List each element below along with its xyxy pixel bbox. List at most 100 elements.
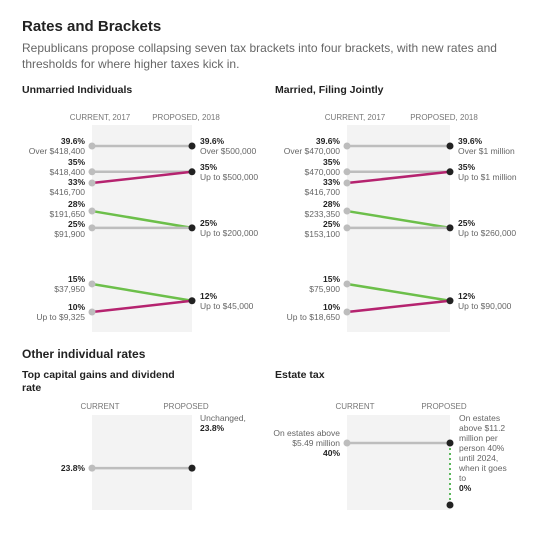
- label-block: 23.8%: [0, 438, 85, 498]
- point: [188, 297, 196, 305]
- chart-title-box: Married, Filing Jointly: [275, 84, 384, 96]
- point-label: 25%$153,100: [250, 199, 340, 259]
- point-label: 39.6%Over $470,000: [283, 136, 340, 156]
- note-text: On estates above $11.2 million per perso…: [459, 413, 507, 483]
- threshold-label: $91,900: [54, 229, 85, 240]
- label-block: 33% $416,700: [0, 157, 85, 217]
- point: [88, 280, 96, 288]
- point-label: 35%$418,400: [50, 157, 85, 177]
- rate-label: 23.8%: [60, 463, 85, 474]
- point: [343, 168, 351, 176]
- point: [343, 224, 351, 232]
- point-label: 23.8%: [0, 438, 85, 498]
- threshold-label: Over $470,000: [283, 146, 340, 156]
- slope-line: [346, 282, 451, 303]
- point-label: 15%$75,900: [250, 254, 340, 314]
- column-header: CURRENT, 2017: [325, 113, 386, 122]
- threshold-label: Unchanged,: [200, 413, 246, 423]
- rate-label: 0%: [459, 483, 472, 493]
- point: [446, 439, 454, 447]
- label-block: 25% Up to $200,000: [200, 198, 280, 258]
- section-title: Other individual rates: [22, 347, 146, 361]
- point: [188, 168, 196, 176]
- point-label: Unchanged,23.8%: [200, 413, 280, 453]
- label-block: 28% $191,650: [0, 179, 85, 239]
- label-block: 12% Up to $90,000: [458, 271, 538, 331]
- threshold-label: Over $500,000: [200, 146, 257, 156]
- label-block: 10% Up to $18,650: [250, 282, 340, 342]
- rate-label: 25%: [67, 219, 85, 230]
- point: [343, 280, 351, 288]
- rate-label: 10%: [67, 302, 85, 312]
- column-header: PROPOSED, 2018: [410, 113, 478, 122]
- slope-line: [346, 299, 451, 314]
- threshold-label: Up to $1 million: [458, 171, 517, 182]
- point: [88, 308, 96, 316]
- note-box: On estates above $11.2 million per perso…: [459, 413, 507, 493]
- rate-label: 28%: [322, 199, 340, 210]
- point-label: 25%$91,900: [0, 199, 85, 259]
- chart-title-box: Top capital gains and dividend rate: [22, 369, 175, 394]
- rate-label: 33%: [322, 177, 340, 188]
- point: [88, 224, 96, 232]
- rate-label: 39.6%: [60, 136, 85, 146]
- label-block: 39.6% Over $1 million: [458, 116, 538, 176]
- point-label: 39.6%Over $500,000: [200, 116, 280, 176]
- threshold-label: Up to $260,000: [458, 227, 517, 238]
- threshold-label: $75,900: [309, 283, 340, 294]
- threshold-label: Up to $45,000: [200, 300, 254, 311]
- point: [343, 179, 351, 187]
- threshold-label: Up to $18,650: [286, 312, 340, 322]
- rate-label: 25%: [458, 217, 476, 228]
- point-label: 33%$416,700: [250, 157, 340, 217]
- threshold-label: On estates above $5.49 million: [273, 428, 340, 448]
- point: [88, 168, 96, 176]
- label-block: Unchanged, 23.8%: [200, 413, 280, 453]
- rate-label: 35%: [200, 161, 218, 172]
- threshold-label: $416,700: [304, 187, 340, 198]
- chart-title-box: Unmarried Individuals: [22, 84, 132, 96]
- label-block: 39.6% Over $500,000: [200, 116, 280, 176]
- point: [188, 142, 196, 150]
- label-block: 39.6% Over $418,400: [0, 116, 85, 176]
- rate-label: 28%: [67, 199, 85, 210]
- chart-title: Estate tax: [275, 369, 325, 381]
- rate-label: 12%: [458, 290, 476, 301]
- threshold-label: $153,100: [304, 229, 340, 240]
- label-block: 25% $153,100: [250, 199, 340, 259]
- point: [343, 439, 351, 447]
- point: [446, 501, 454, 509]
- slope-line: [91, 209, 193, 230]
- rate-label: 39.6%: [200, 136, 225, 146]
- point: [446, 168, 454, 176]
- rate-label: 10%: [322, 302, 340, 312]
- point-label: 39.6%Over $418,400: [0, 116, 85, 176]
- label-block: 25% $91,900: [0, 199, 85, 259]
- point-label: 35%Up to $1 million: [458, 162, 517, 182]
- label-block: 10% Up to $9,325: [0, 282, 85, 342]
- rate-label: 15%: [67, 273, 85, 284]
- rate-label: 35%: [67, 157, 85, 168]
- label-block: 15% $75,900: [250, 254, 340, 314]
- subtitle: Republicans propose collapsing seven tax…: [22, 41, 497, 71]
- label-block: 33% $416,700: [250, 157, 340, 217]
- point-label: 33%$416,700: [0, 157, 85, 217]
- point-label: 25%Up to $200,000: [200, 198, 280, 258]
- threshold-label: Up to $90,000: [458, 300, 512, 311]
- label-block: 35% $470,000: [250, 137, 340, 197]
- point: [88, 179, 96, 187]
- label-block: 15% $37,950: [0, 254, 85, 314]
- column-header: PROPOSED: [421, 402, 467, 411]
- rate-label: 25%: [200, 217, 218, 228]
- plot-shade: [92, 415, 192, 510]
- threshold-label: Up to $9,325: [36, 312, 85, 322]
- column-header: PROPOSED, 2018: [152, 113, 220, 122]
- threshold-label: Over $418,400: [28, 146, 85, 156]
- rate-label: 39.6%: [315, 136, 340, 146]
- threshold-label: $470,000: [304, 167, 340, 178]
- label-block: 35% Up to $500,000: [200, 142, 280, 202]
- slope-line: [91, 282, 193, 303]
- slope-line: [346, 170, 451, 185]
- point: [446, 142, 454, 150]
